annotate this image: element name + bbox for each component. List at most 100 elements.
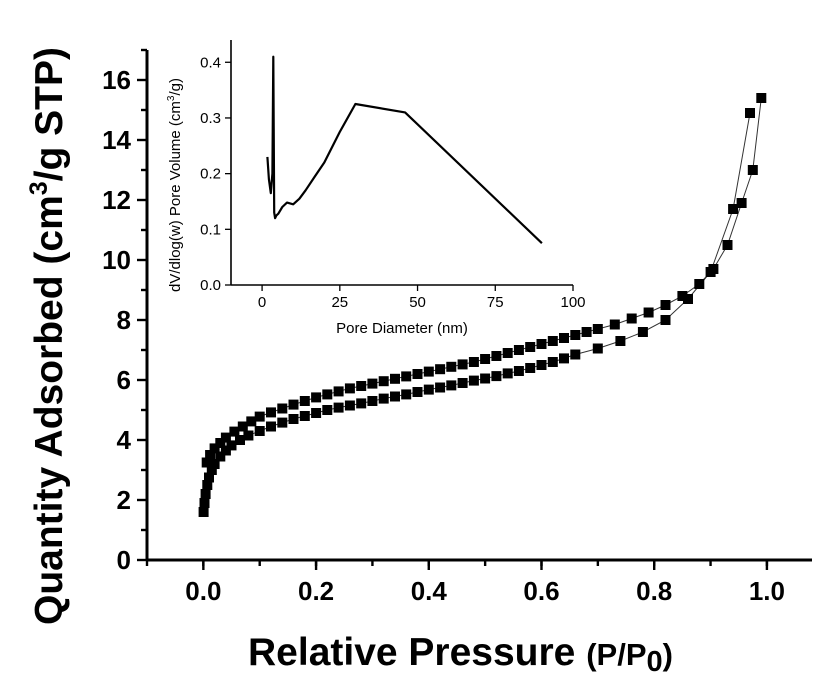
desorption-point xyxy=(288,399,299,410)
main-x-tick-label: 0.6 xyxy=(523,576,559,606)
main-y-tick-label: 8 xyxy=(117,305,131,335)
adsorption-point xyxy=(378,393,389,404)
desorption-point xyxy=(401,371,412,382)
desorption-point xyxy=(254,411,265,422)
inset-x-tick-label: 50 xyxy=(409,294,426,311)
inset-y-tick-label: 0.1 xyxy=(200,221,221,238)
adsorption-point xyxy=(277,417,288,428)
adsorption-point xyxy=(215,451,226,462)
desorption-point xyxy=(513,345,524,355)
adsorption-point xyxy=(299,411,310,421)
inset-background xyxy=(229,26,579,290)
main-x-tick-label: 0.4 xyxy=(411,576,448,606)
desorption-point xyxy=(378,376,389,387)
x-label-sub: 0 xyxy=(647,646,663,673)
main-y-tick-label: 14 xyxy=(102,125,131,155)
inset-x-tick-label: 25 xyxy=(331,294,348,311)
pore-size-distribution-line xyxy=(266,55,543,244)
desorption-point xyxy=(626,313,637,324)
desorption-point xyxy=(390,373,400,384)
adsorption-point xyxy=(199,498,210,508)
adsorption-point xyxy=(423,384,434,395)
inset-x-ticks: 0 25 50 75 100 xyxy=(258,285,586,311)
adsorption-point xyxy=(344,400,355,411)
adsorption-point xyxy=(198,507,209,517)
desorption-point xyxy=(581,327,592,337)
main-y-tick-label: 12 xyxy=(102,185,131,215)
inset-chart: 0 25 50 75 100 0.0 0.1 0.2 0.3 0.4 Pore Diameter… xyxy=(166,26,586,337)
desorption-point xyxy=(333,386,344,397)
inset-y-label-sup: 3 xyxy=(166,95,177,101)
main-y-tick-label: 0 xyxy=(117,545,131,575)
desorption-point xyxy=(643,307,654,318)
adsorption-point xyxy=(202,480,213,490)
main-y-ticks: 0 2 4 6 8 10 12 14 16 xyxy=(102,48,147,575)
adsorption-point xyxy=(559,353,569,364)
inset-y-tick-label: 0.4 xyxy=(200,54,221,71)
desorption-point xyxy=(609,319,620,330)
adsorption-point xyxy=(435,382,446,393)
adsorption-point xyxy=(570,349,581,360)
adsorption-point xyxy=(288,414,299,424)
x-label-paren: (P/P xyxy=(586,637,646,672)
desorption-point xyxy=(708,264,719,274)
inset-x-tick-label: 100 xyxy=(560,294,585,311)
adsorption-point xyxy=(525,363,536,373)
desorption-point xyxy=(536,339,547,349)
adsorption-point xyxy=(226,440,237,451)
main-x-tick-label: 0.8 xyxy=(636,576,672,606)
adsorption-point xyxy=(536,360,547,370)
main-y-tick-label: 4 xyxy=(117,425,132,455)
main-y-axis-label: Quantity Adsorbed (cm3/g STP) xyxy=(25,47,71,625)
desorption-point xyxy=(423,366,434,377)
desorption-point xyxy=(220,432,231,443)
adsorption-point xyxy=(513,366,524,376)
desorption-point xyxy=(502,348,513,358)
adsorption-point xyxy=(683,294,693,304)
inset-y-label-post: /g) xyxy=(167,78,184,96)
main-y-tick-label: 10 xyxy=(102,245,131,275)
desorption-point xyxy=(237,421,248,432)
desorption-point xyxy=(722,240,733,250)
adsorption-point xyxy=(480,373,491,384)
adsorption-point xyxy=(502,368,513,379)
desorption-point xyxy=(677,291,688,301)
desorption-point xyxy=(412,369,423,379)
desorption-point xyxy=(457,359,468,370)
inset-y-tick-label: 0.2 xyxy=(200,166,221,183)
adsorption-point xyxy=(311,408,322,418)
main-x-tick-label: 1.0 xyxy=(749,576,785,606)
adsorption-point xyxy=(206,465,217,475)
adsorption-point xyxy=(266,421,276,432)
main-x-axis-label: Relative Pressure (P/P0) xyxy=(248,631,673,673)
desorption-point xyxy=(322,389,333,400)
adsorption-point xyxy=(491,371,502,382)
desorption-point xyxy=(756,93,767,103)
inset-y-label-pre: dV/dlog(w) Pore Volume (cm xyxy=(167,101,184,292)
desorption-point xyxy=(367,378,378,389)
inset-y-axis-label: dV/dlog(w) Pore Volume (cm3/g) xyxy=(166,78,184,292)
desorption-point xyxy=(747,165,758,175)
desorption-point xyxy=(344,383,355,394)
adsorption-point xyxy=(209,459,220,469)
y-label-pre: Quantity Adsorbed (cm xyxy=(28,195,71,625)
desorption-point xyxy=(446,361,457,372)
desorption-point xyxy=(660,300,671,310)
adsorption-point xyxy=(367,396,378,406)
adsorption-point xyxy=(401,389,412,400)
desorption-point xyxy=(694,279,705,289)
inset-x-tick-label: 75 xyxy=(487,294,504,311)
desorption-point xyxy=(205,450,216,460)
desorption-point xyxy=(435,364,446,375)
desorption-point xyxy=(592,324,603,334)
adsorption-point xyxy=(322,405,333,415)
adsorption-point xyxy=(412,387,423,397)
adsorption-point xyxy=(356,398,367,409)
adsorption-point xyxy=(200,489,211,499)
desorption-point xyxy=(277,403,288,414)
desorption-point xyxy=(215,438,226,448)
desorption-point xyxy=(491,351,502,361)
adsorption-point xyxy=(660,315,671,325)
x-label-close: ) xyxy=(663,637,673,672)
